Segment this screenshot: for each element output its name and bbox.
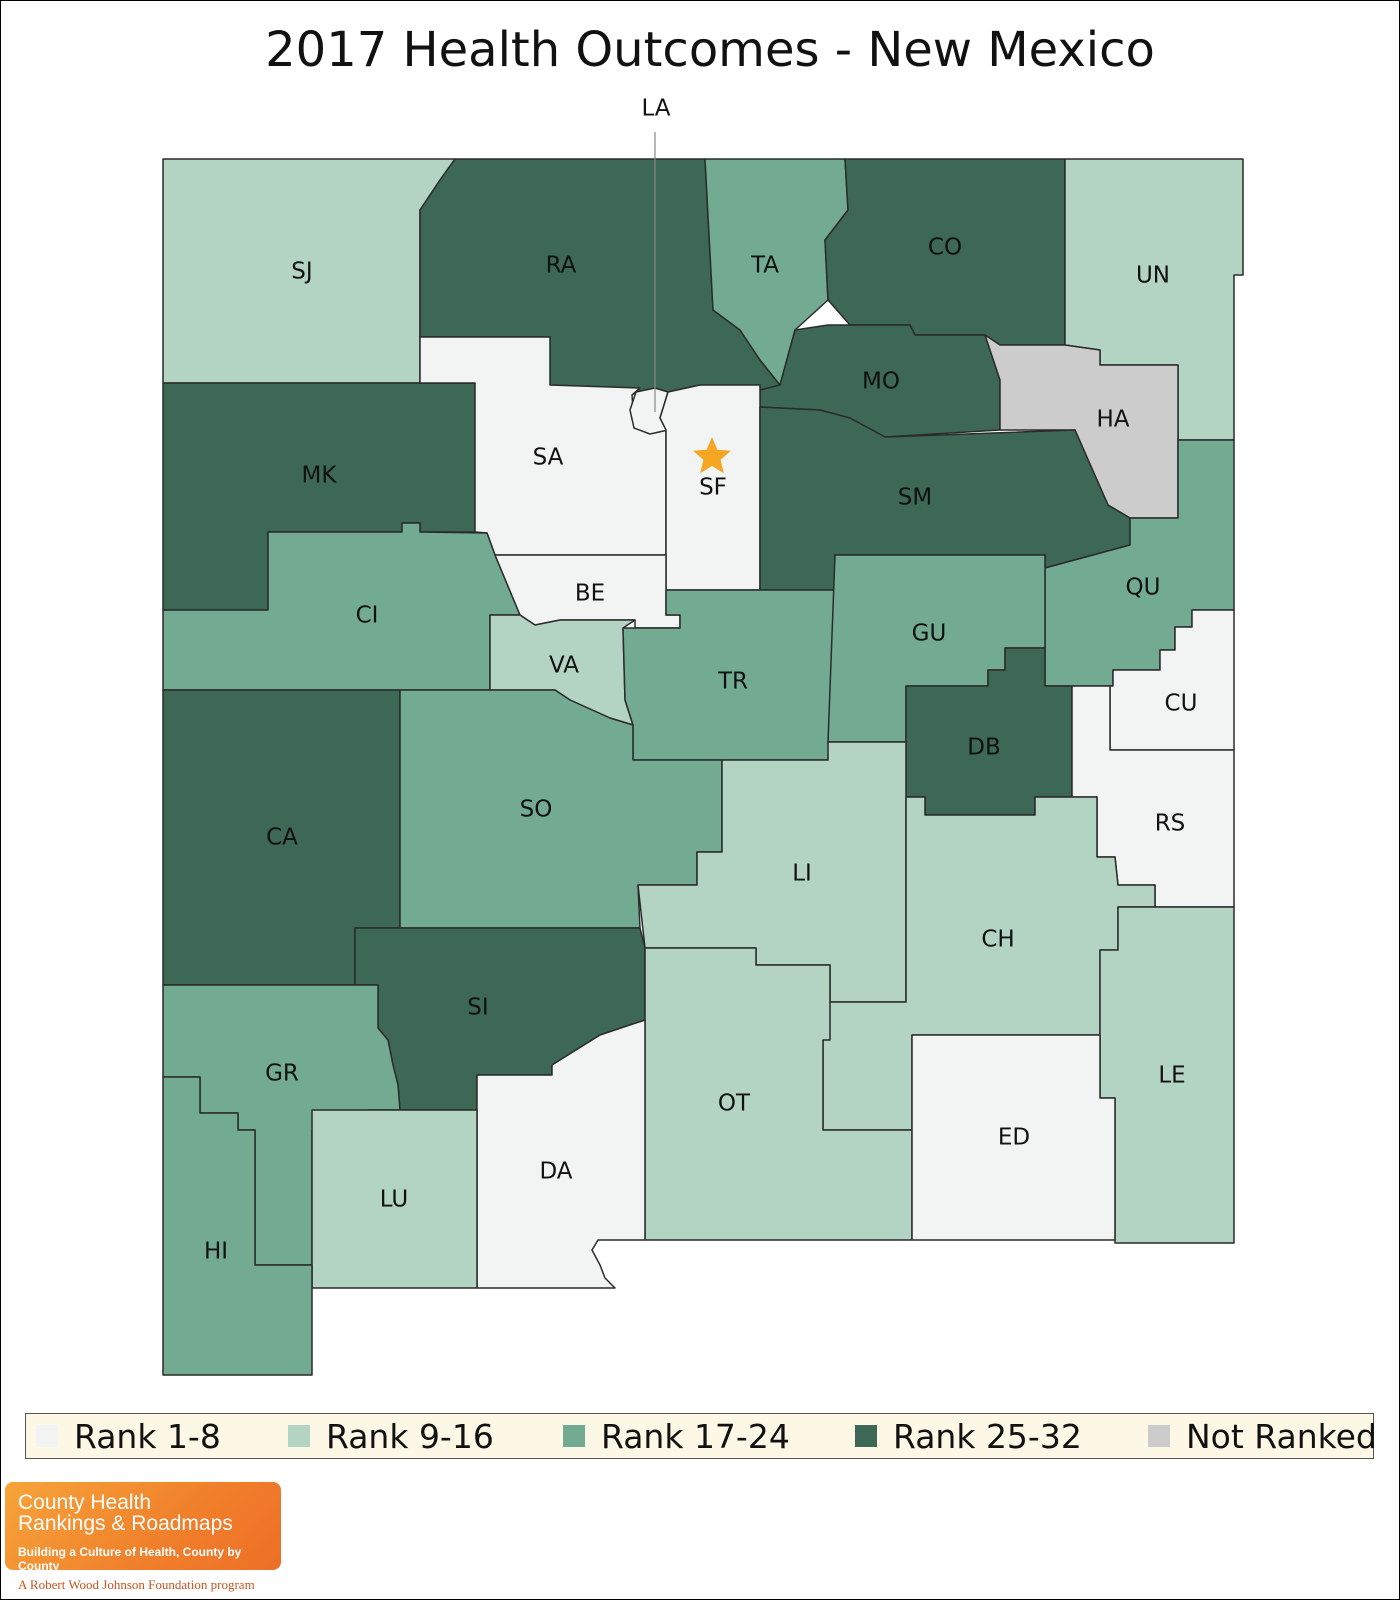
county-labels: SJ RA TA CO UN MO HA MK SA LA SF SM QU C… [204, 96, 1197, 1265]
label-HA: HA [1096, 407, 1129, 433]
legend-label: Rank 17-24 [601, 1416, 790, 1456]
label-GR: GR [265, 1061, 299, 1087]
legend-swatch [1148, 1425, 1170, 1447]
foundation-credit: A Robert Wood Johnson Foundation program [18, 1577, 255, 1592]
label-MO: MO [862, 369, 900, 395]
chrr-logo[interactable]: County Health Rankings & Roadmaps Buildi… [5, 1482, 281, 1573]
county-LU[interactable] [311, 1109, 478, 1289]
label-CA: CA [266, 825, 298, 851]
label-TR: TR [717, 669, 748, 695]
label-MK: MK [302, 463, 338, 489]
label-SF: SF [699, 475, 727, 501]
legend-label: Rank 1-8 [74, 1416, 221, 1456]
logo-line1: County Health [18, 1491, 152, 1514]
label-SM: SM [898, 485, 932, 511]
legend-item-rank-17-24: Rank 17-24 [563, 1414, 790, 1458]
county-ED[interactable] [911, 1034, 1116, 1241]
legend-item-not-ranked: Not Ranked [1148, 1414, 1377, 1458]
label-LE: LE [1158, 1063, 1185, 1089]
label-SA: SA [533, 445, 564, 471]
label-CH: CH [981, 927, 1014, 953]
label-GU: GU [912, 621, 947, 647]
label-VA: VA [549, 653, 579, 679]
label-BE: BE [575, 581, 605, 607]
label-SJ: SJ [291, 259, 312, 285]
state-capital-star-icon [693, 437, 731, 474]
legend-label: Rank 25-32 [893, 1416, 1082, 1456]
label-DB: DB [967, 735, 1001, 761]
logo-tagline: Building a Culture of Health, County by … [18, 1545, 242, 1573]
label-RA: RA [546, 253, 577, 279]
label-SO: SO [520, 797, 553, 823]
legend-label: Not Ranked [1186, 1416, 1377, 1456]
label-CU: CU [1165, 691, 1198, 717]
label-SI: SI [467, 995, 488, 1021]
logo-line2: Rankings & Roadmaps [18, 1512, 233, 1535]
label-CO: CO [928, 235, 962, 261]
label-CI: CI [356, 603, 379, 629]
label-DA: DA [539, 1159, 572, 1185]
map-title: 2017 Health Outcomes - New Mexico [265, 22, 1155, 78]
label-HI: HI [204, 1239, 228, 1265]
legend-item-rank-1-8: Rank 1-8 [36, 1414, 221, 1458]
legend-swatch [855, 1425, 877, 1447]
label-QU: QU [1126, 575, 1161, 601]
label-LA: LA [641, 96, 670, 122]
county-HI[interactable] [162, 1076, 313, 1376]
legend-swatch [288, 1425, 310, 1447]
label-OT: OT [718, 1091, 751, 1117]
legend-item-rank-9-16: Rank 9-16 [288, 1414, 494, 1458]
logo-title: County Health Rankings & Roadmaps [18, 1492, 233, 1534]
label-UN: UN [1136, 263, 1170, 289]
county-DA[interactable] [476, 1019, 646, 1289]
legend-item-rank-25-32: Rank 25-32 [855, 1414, 1082, 1458]
label-LU: LU [380, 1187, 409, 1213]
map-legend: Rank 1-8 Rank 9-16 Rank 17-24 Rank 25-32… [25, 1413, 1377, 1459]
label-ED: ED [998, 1125, 1030, 1151]
legend-swatch [563, 1425, 585, 1447]
label-LI: LI [792, 861, 812, 887]
label-RS: RS [1155, 811, 1186, 837]
legend-label: Rank 9-16 [326, 1416, 494, 1456]
label-TA: TA [750, 253, 779, 279]
legend-swatch [36, 1425, 58, 1447]
